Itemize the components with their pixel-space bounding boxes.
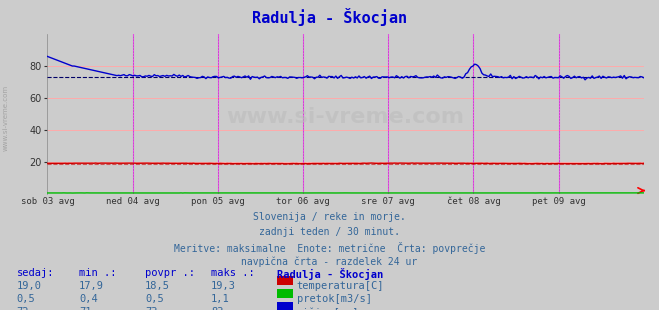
Text: pet 09 avg: pet 09 avg bbox=[532, 197, 585, 206]
Text: zadnji teden / 30 minut.: zadnji teden / 30 minut. bbox=[259, 227, 400, 237]
Text: 19,3: 19,3 bbox=[211, 281, 236, 291]
Text: 1,1: 1,1 bbox=[211, 294, 229, 304]
Text: 0,4: 0,4 bbox=[79, 294, 98, 304]
Text: sob 03 avg: sob 03 avg bbox=[20, 197, 74, 206]
Text: 83: 83 bbox=[211, 307, 223, 310]
Text: www.si-vreme.com: www.si-vreme.com bbox=[2, 85, 9, 151]
Text: višina[cm]: višina[cm] bbox=[297, 307, 359, 310]
Text: pon 05 avg: pon 05 avg bbox=[191, 197, 244, 206]
Text: temperatura[C]: temperatura[C] bbox=[297, 281, 384, 291]
Text: sedaj:: sedaj: bbox=[16, 268, 54, 278]
Text: 0,5: 0,5 bbox=[16, 294, 35, 304]
Text: 17,9: 17,9 bbox=[79, 281, 104, 291]
Text: 72: 72 bbox=[16, 307, 29, 310]
Text: Radulja - Škocjan: Radulja - Škocjan bbox=[277, 268, 383, 280]
Text: sre 07 avg: sre 07 avg bbox=[361, 197, 415, 206]
Text: Slovenija / reke in morje.: Slovenija / reke in morje. bbox=[253, 212, 406, 222]
Text: ned 04 avg: ned 04 avg bbox=[106, 197, 159, 206]
Text: pretok[m3/s]: pretok[m3/s] bbox=[297, 294, 372, 304]
Text: 71: 71 bbox=[79, 307, 92, 310]
Text: 18,5: 18,5 bbox=[145, 281, 170, 291]
Text: tor 06 avg: tor 06 avg bbox=[276, 197, 330, 206]
Text: 0,5: 0,5 bbox=[145, 294, 163, 304]
Text: navpična črta - razdelek 24 ur: navpična črta - razdelek 24 ur bbox=[241, 257, 418, 268]
Text: www.si-vreme.com: www.si-vreme.com bbox=[227, 107, 465, 127]
Text: povpr .:: povpr .: bbox=[145, 268, 195, 278]
Text: min .:: min .: bbox=[79, 268, 117, 278]
Text: Meritve: maksimalne  Enote: metrične  Črta: povprečje: Meritve: maksimalne Enote: metrične Črta… bbox=[174, 242, 485, 254]
Text: 19,0: 19,0 bbox=[16, 281, 42, 291]
Text: Radulja - Škocjan: Radulja - Škocjan bbox=[252, 8, 407, 26]
Text: 73: 73 bbox=[145, 307, 158, 310]
Text: maks .:: maks .: bbox=[211, 268, 254, 278]
Text: čet 08 avg: čet 08 avg bbox=[447, 197, 500, 206]
